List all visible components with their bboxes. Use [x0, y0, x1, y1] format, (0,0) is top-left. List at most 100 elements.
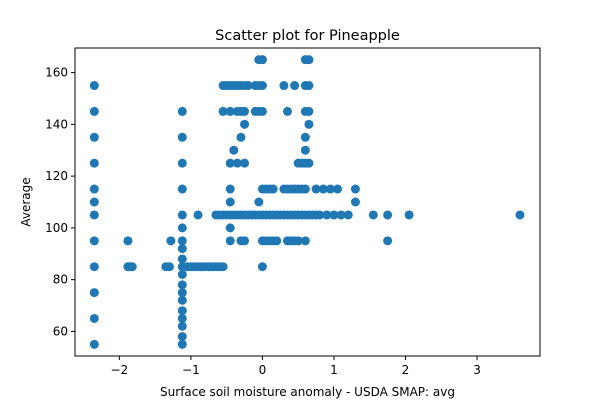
- data-point: [225, 184, 235, 194]
- data-point: [89, 262, 99, 272]
- data-point: [325, 184, 335, 194]
- data-point: [127, 262, 137, 272]
- data-point: [177, 339, 187, 349]
- y-tick-label: 80: [53, 273, 68, 287]
- data-point: [240, 106, 250, 116]
- data-point: [89, 210, 99, 220]
- data-point: [177, 223, 187, 233]
- data-point: [229, 145, 239, 155]
- data-point: [225, 158, 235, 168]
- data-point: [225, 236, 235, 246]
- y-tick-label: 120: [45, 169, 68, 183]
- data-point: [368, 210, 378, 220]
- data-point: [350, 184, 360, 194]
- y-tick-label: 160: [45, 66, 68, 80]
- data-point: [383, 236, 393, 246]
- plot-frame: [74, 47, 541, 357]
- data-point: [304, 81, 314, 91]
- data-point: [279, 81, 289, 91]
- data-point: [304, 106, 314, 116]
- data-point: [350, 197, 360, 207]
- data-point: [336, 210, 346, 220]
- data-point: [304, 55, 314, 65]
- data-point: [268, 184, 278, 194]
- data-point: [304, 158, 314, 168]
- x-tick-label: 1: [330, 363, 338, 377]
- data-point: [177, 269, 187, 279]
- data-point: [177, 254, 187, 264]
- data-point: [290, 81, 300, 91]
- x-tick-label: −2: [111, 363, 129, 377]
- data-point: [89, 106, 99, 116]
- data-point: [177, 313, 187, 323]
- data-point: [218, 106, 228, 116]
- data-point: [177, 158, 187, 168]
- data-point: [225, 106, 235, 116]
- y-tick-label: 60: [53, 324, 68, 338]
- data-point: [177, 280, 187, 290]
- data-point: [322, 210, 332, 220]
- data-point: [257, 81, 267, 91]
- y-tick-label: 140: [45, 117, 68, 131]
- data-point: [89, 197, 99, 207]
- data-point: [311, 184, 321, 194]
- chart-title: Scatter plot for Pineapple: [215, 28, 400, 44]
- data-point: [257, 262, 267, 272]
- data-point: [89, 132, 99, 142]
- data-point: [89, 236, 99, 246]
- data-point: [177, 295, 187, 305]
- ticks-layer: −2 −1 0 1 2 3 60 80 100 120 140 160: [45, 66, 481, 377]
- data-point: [282, 106, 292, 116]
- data-point: [89, 81, 99, 91]
- data-point: [515, 210, 525, 220]
- data-point: [300, 132, 310, 142]
- data-point: [232, 158, 242, 168]
- data-point: [329, 210, 339, 220]
- data-point: [89, 313, 99, 323]
- x-axis-label: Surface soil moisture anomaly - USDA SMA…: [160, 385, 455, 399]
- y-tick-label: 100: [45, 221, 68, 235]
- data-point: [236, 132, 246, 142]
- data-point: [177, 332, 187, 342]
- y-axis-label: Average: [19, 177, 33, 226]
- data-point: [240, 236, 250, 246]
- data-point: [272, 236, 282, 246]
- data-point: [304, 119, 314, 129]
- data-point: [177, 184, 187, 194]
- data-point: [293, 236, 303, 246]
- points-layer: [89, 55, 525, 349]
- data-point: [89, 184, 99, 194]
- x-tick-label: 3: [473, 363, 481, 377]
- data-point: [225, 223, 235, 233]
- data-point: [240, 119, 250, 129]
- data-point: [177, 132, 187, 142]
- data-point: [177, 244, 187, 254]
- data-point: [343, 210, 353, 220]
- data-point: [257, 106, 267, 116]
- data-point: [89, 158, 99, 168]
- data-point: [240, 158, 250, 168]
- data-point: [243, 81, 253, 91]
- data-point: [333, 184, 343, 194]
- data-point: [177, 321, 187, 331]
- data-point: [89, 339, 99, 349]
- data-point: [177, 210, 187, 220]
- data-point: [218, 262, 228, 272]
- data-point: [177, 106, 187, 116]
- data-point: [300, 184, 310, 194]
- x-tick-label: 2: [402, 363, 410, 377]
- data-point: [315, 210, 325, 220]
- data-point: [89, 288, 99, 298]
- data-point: [177, 236, 187, 246]
- data-point: [123, 236, 133, 246]
- data-point: [177, 288, 187, 298]
- data-point: [164, 262, 174, 272]
- data-point: [300, 236, 310, 246]
- data-point: [225, 197, 235, 207]
- x-tick-label: −1: [182, 363, 200, 377]
- data-point: [318, 184, 328, 194]
- data-point: [193, 210, 203, 220]
- data-point: [404, 210, 414, 220]
